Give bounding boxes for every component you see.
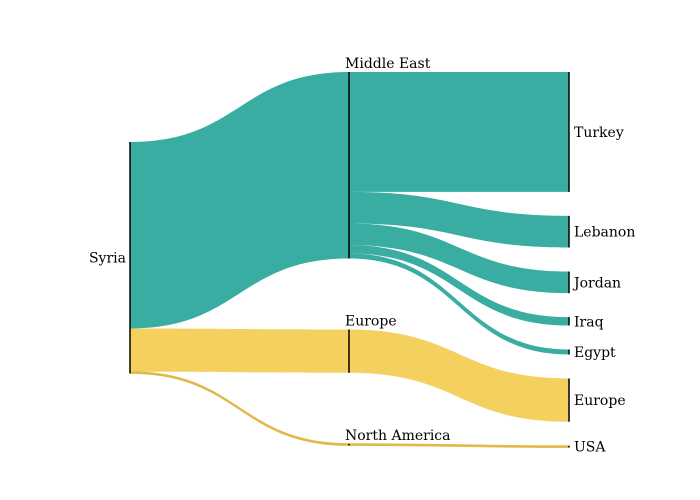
link-middle_east-to-lebanon xyxy=(349,191,569,248)
link-syria-to-middle_east xyxy=(130,72,349,329)
link-syria-to-europe_region xyxy=(130,328,349,373)
links-layer xyxy=(129,72,570,448)
link-middle_east-to-jordan xyxy=(349,223,569,294)
node-label-lebanon: Lebanon xyxy=(574,225,635,241)
node-label-north_america: North America xyxy=(345,428,451,444)
link-europe_region-to-europe_dest xyxy=(349,329,569,422)
link-syria-to-north_america xyxy=(129,371,350,446)
link-north_america-to-usa xyxy=(348,443,570,448)
labels-layer: Syria Middle East Europe North America Turke… xyxy=(89,56,635,456)
node-label-egypt: Egypt xyxy=(574,345,616,361)
nodes-layer xyxy=(129,72,570,448)
link-middle_east-to-turkey xyxy=(349,72,569,192)
node-label-usa: USA xyxy=(574,440,606,456)
node-label-jordan: Jordan xyxy=(572,275,621,291)
node-label-europe_region: Europe xyxy=(345,313,397,329)
link-middle_east-to-iraq xyxy=(349,245,569,326)
node-label-turkey: Turkey xyxy=(574,125,624,141)
link-middle_east-to-egypt xyxy=(349,253,569,355)
node-label-syria: Syria xyxy=(89,251,126,267)
node-label-europe_dest: Europe xyxy=(574,393,626,409)
node-label-middle_east: Middle East xyxy=(345,56,431,72)
node-label-iraq: Iraq xyxy=(574,314,604,330)
